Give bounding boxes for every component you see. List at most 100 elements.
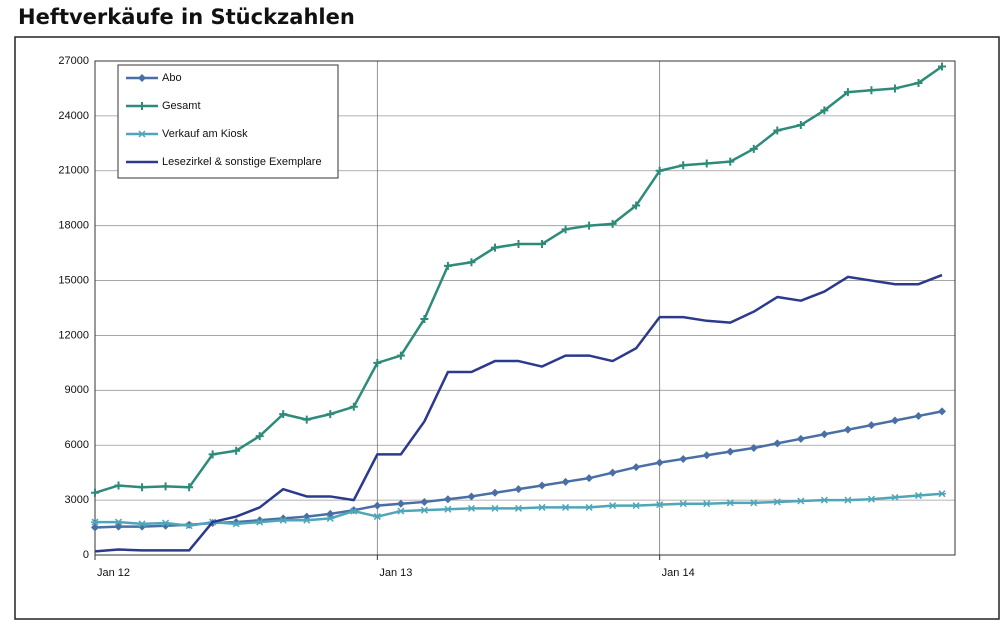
marker-shape [608, 468, 617, 477]
marker [326, 410, 335, 419]
marker-shape [161, 482, 170, 491]
marker-shape [514, 239, 523, 248]
marker-shape [420, 506, 429, 514]
marker-shape [538, 503, 547, 511]
marker-shape [702, 500, 711, 508]
marker [208, 450, 217, 459]
marker [867, 421, 876, 430]
marker [302, 415, 311, 424]
marker-shape [773, 498, 782, 506]
marker-shape [326, 410, 335, 419]
x-tick-label: Jan 14 [662, 567, 695, 579]
marker [890, 416, 899, 425]
marker [608, 219, 617, 228]
marker-shape [679, 454, 688, 463]
marker [702, 451, 711, 460]
marker [161, 519, 170, 527]
marker-shape [279, 410, 288, 419]
marker [138, 130, 146, 138]
marker-shape [608, 219, 617, 228]
marker-shape [679, 161, 688, 170]
marker-shape [632, 201, 641, 210]
marker [843, 88, 852, 97]
marker [843, 496, 852, 504]
y-tick-label: 3000 [65, 494, 89, 506]
marker [467, 258, 476, 267]
y-tick-label: 24000 [58, 110, 89, 122]
marker-shape [655, 458, 664, 467]
marker [349, 402, 358, 411]
marker-shape [161, 519, 170, 527]
marker [232, 446, 241, 455]
marker-shape [820, 430, 829, 439]
marker [585, 503, 594, 511]
marker-shape [185, 522, 194, 530]
marker [796, 121, 805, 130]
legend-label: Gesamt [162, 100, 201, 112]
marker [514, 504, 523, 512]
marker [138, 520, 147, 528]
marker-shape [796, 497, 805, 505]
marker-shape [443, 495, 452, 504]
marker [773, 498, 782, 506]
marker-shape [843, 496, 852, 504]
marker-shape [396, 507, 405, 515]
marker-shape [138, 74, 146, 82]
marker-shape [655, 501, 664, 509]
marker [138, 74, 146, 82]
marker [279, 410, 288, 419]
marker [138, 483, 147, 492]
marker-shape [843, 88, 852, 97]
marker [420, 497, 429, 506]
marker [585, 474, 594, 483]
marker [396, 499, 405, 508]
marker-shape [820, 106, 829, 115]
marker [91, 488, 99, 497]
marker [702, 159, 711, 168]
marker-shape [585, 474, 594, 483]
y-tick-label: 9000 [65, 384, 89, 396]
marker [373, 501, 382, 510]
marker-shape [467, 492, 476, 501]
marker-shape [655, 166, 664, 175]
marker-shape [514, 485, 523, 494]
marker-shape [561, 225, 570, 234]
marker-shape [91, 488, 99, 497]
marker [255, 518, 264, 526]
marker [749, 499, 758, 507]
marker [914, 492, 923, 500]
marker [490, 488, 499, 497]
marker [938, 407, 946, 416]
marker [561, 477, 570, 486]
y-tick-label: 15000 [58, 274, 89, 286]
marker-shape [890, 493, 899, 501]
marker [726, 157, 735, 166]
marker [820, 430, 829, 439]
marker [632, 502, 641, 510]
marker-shape [796, 434, 805, 443]
marker-shape [538, 481, 547, 490]
marker [114, 481, 123, 490]
marker [138, 102, 146, 110]
marker-shape [914, 492, 923, 500]
marker-shape [538, 239, 547, 248]
marker-shape [820, 496, 829, 504]
marker [655, 166, 664, 175]
marker-shape [255, 432, 264, 441]
x-tick-label: Jan 12 [97, 567, 130, 579]
marker [490, 504, 499, 512]
marker [608, 468, 617, 477]
marker [467, 504, 476, 512]
marker-shape [890, 84, 899, 93]
y-tick-label: 21000 [58, 165, 89, 177]
marker [561, 503, 570, 511]
marker [655, 501, 664, 509]
marker [749, 443, 758, 452]
marker [161, 482, 170, 491]
marker [773, 439, 782, 448]
y-tick-label: 6000 [65, 439, 89, 451]
marker-shape [114, 481, 123, 490]
marker [726, 447, 735, 456]
marker [702, 500, 711, 508]
